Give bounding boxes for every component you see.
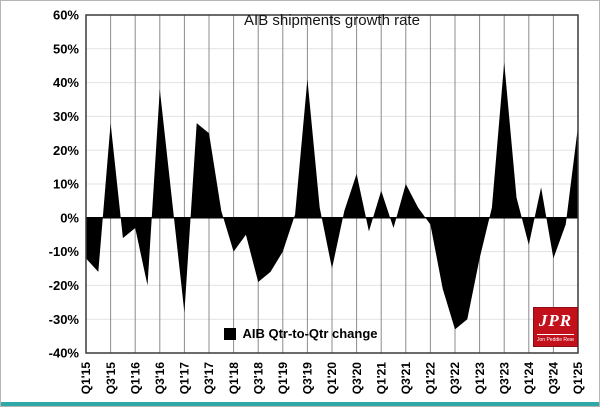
- y-axis-label: 0%: [60, 210, 79, 225]
- bottom-accent-bar: [1, 402, 599, 406]
- x-axis-label: Q3'15: [104, 362, 118, 395]
- x-axis-label: Q1'16: [128, 362, 142, 395]
- legend-swatch-icon: [224, 327, 237, 340]
- y-axis-label: 60%: [53, 8, 79, 23]
- jpr-logo-text: JPR: [538, 311, 573, 330]
- x-axis-label: Q3'23: [497, 362, 511, 395]
- x-axis-label: Q1'15: [79, 362, 93, 395]
- y-axis-label: 10%: [53, 177, 79, 192]
- x-axis-label: Q1'20: [325, 362, 339, 395]
- y-axis-label: -20%: [49, 278, 80, 293]
- jpr-logo: JPR Jon Peddie Research: [533, 307, 578, 347]
- x-axis-label: Q1'22: [424, 362, 438, 395]
- x-axis-label: Q3'18: [251, 362, 265, 395]
- x-axis-label: Q1'18: [227, 362, 241, 395]
- x-axis-label: Q1'21: [374, 362, 388, 395]
- y-axis-label: 40%: [53, 75, 79, 90]
- x-axis-label: Q3'20: [350, 362, 364, 395]
- jpr-logo-subtext: Jon Peddie Research: [537, 334, 574, 343]
- x-axis-label: Q3'16: [153, 362, 167, 395]
- y-axis-label: -40%: [49, 346, 80, 361]
- x-axis-label: Q1'25: [571, 362, 585, 395]
- legend: AIB Qtr-to-Qtr change: [86, 326, 516, 341]
- y-axis-label: 50%: [53, 41, 79, 56]
- area-series: [86, 62, 578, 330]
- y-axis-label: 30%: [53, 109, 79, 124]
- x-axis-label: Q1'19: [276, 362, 290, 395]
- x-axis-label: Q3'21: [399, 362, 413, 395]
- y-axis-label: 20%: [53, 143, 79, 158]
- y-axis-label: -30%: [49, 312, 80, 327]
- x-axis-label: Q1'17: [178, 362, 192, 395]
- legend-label: AIB Qtr-to-Qtr change: [242, 326, 378, 341]
- x-axis-label: Q3'24: [547, 362, 561, 395]
- x-axis-label: Q1'24: [522, 362, 536, 395]
- x-axis-label: Q3'19: [301, 362, 315, 395]
- x-axis-label: Q3'17: [202, 362, 216, 395]
- x-axis-label: Q3'22: [448, 362, 462, 395]
- y-axis-label: -10%: [49, 244, 80, 259]
- x-axis-label: Q1'23: [473, 362, 487, 395]
- plot-border: [85, 14, 579, 354]
- chart-title: AIB shipments growth rate: [244, 12, 420, 29]
